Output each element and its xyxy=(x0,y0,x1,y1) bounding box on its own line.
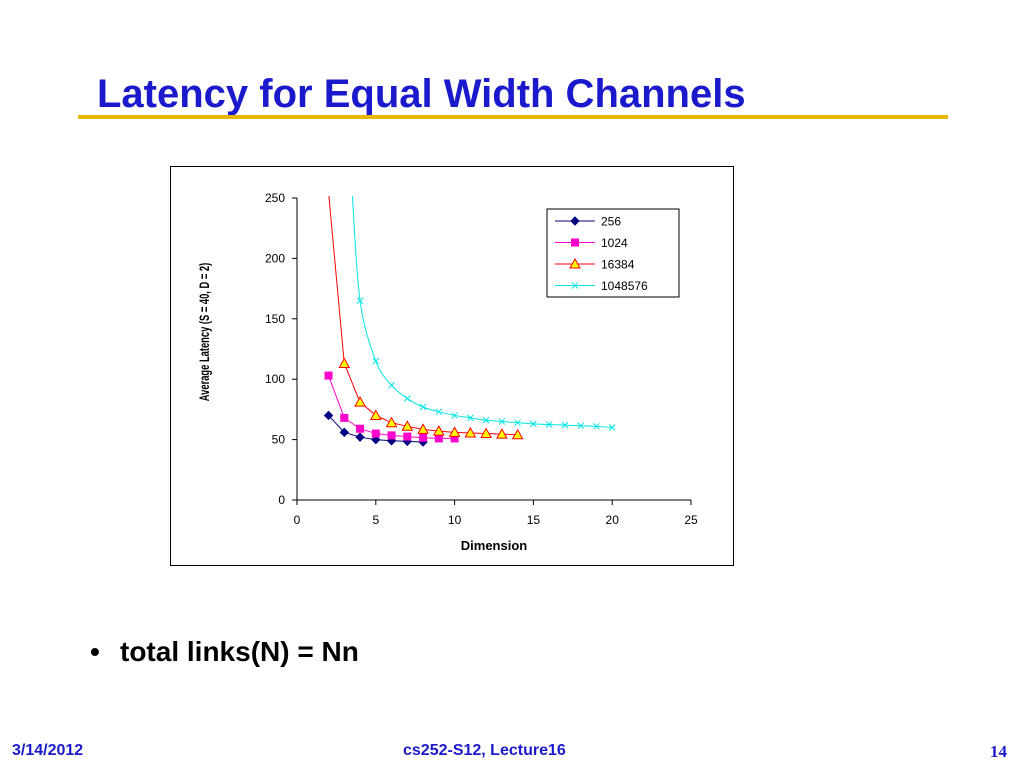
data-point-256 xyxy=(323,410,334,421)
x-tick-label: 15 xyxy=(527,513,541,527)
data-point-1024 xyxy=(371,429,380,438)
series-line-16384 xyxy=(328,196,518,436)
y-tick-label: 150 xyxy=(265,312,285,326)
x-axis-label: Dimension xyxy=(461,538,528,553)
data-point-1048576 xyxy=(403,395,411,402)
x-marker-stroke xyxy=(482,416,490,424)
data-point-1048576 xyxy=(530,420,537,428)
x-marker-stroke xyxy=(403,395,411,402)
y-tick-label: 100 xyxy=(265,372,285,386)
x-marker-stroke xyxy=(435,408,443,416)
x-marker-stroke xyxy=(467,414,474,422)
x-tick-label: 0 xyxy=(294,513,301,527)
data-point-1048576 xyxy=(514,419,521,427)
footer-course: cs252-S12, Lecture16 xyxy=(403,742,566,759)
data-point-16384 xyxy=(417,423,429,434)
data-point-16384 xyxy=(338,357,351,368)
series-1048576 xyxy=(351,196,616,431)
data-point-1024 xyxy=(356,424,365,433)
data-point-1048576 xyxy=(451,412,458,419)
title-underline xyxy=(78,115,948,119)
data-point-1048576 xyxy=(561,421,569,429)
data-point-1048576 xyxy=(388,381,395,389)
legend-label: 256 xyxy=(601,215,621,229)
data-point-16384 xyxy=(464,426,477,438)
data-point-1048576 xyxy=(435,408,443,416)
legend-marker xyxy=(570,216,580,226)
y-axis-label: Average Latency (S = 40, D = 2) xyxy=(197,263,212,402)
x-marker-stroke xyxy=(608,424,616,431)
data-point-256 xyxy=(339,427,349,438)
x-marker-stroke xyxy=(451,412,458,419)
data-point-1024 xyxy=(324,371,333,380)
footer-date: 3/14/2012 xyxy=(12,742,84,759)
data-point-16384 xyxy=(432,425,445,436)
data-point-1048576 xyxy=(545,421,553,428)
x-marker-stroke xyxy=(498,418,506,425)
chart-frame: 0 50 100 150 200 250 0 5 10 15 20 25 Dimension Averag… xyxy=(170,166,734,566)
latency-chart: 0 50 100 150 200 250 0 5 10 15 20 25 Dimension Averag… xyxy=(197,191,698,553)
bullet-symbol: • xyxy=(90,636,100,667)
legend-marker xyxy=(571,238,579,247)
legend-label: 1048576 xyxy=(601,279,648,293)
x-marker-stroke xyxy=(593,422,600,430)
x-marker-stroke xyxy=(419,403,427,411)
data-point-16384 xyxy=(448,426,461,437)
y-tick-label: 0 xyxy=(278,493,285,507)
data-point-256 xyxy=(371,434,381,445)
data-point-16384 xyxy=(511,428,524,440)
data-point-1024 xyxy=(403,432,412,441)
bullet-text: total links(N) = Nn xyxy=(120,636,359,667)
data-point-1048576 xyxy=(577,422,585,430)
legend: 256 1024 16384 1048576 xyxy=(546,208,680,298)
x-marker-stroke xyxy=(372,357,380,365)
legend-marker xyxy=(571,282,579,289)
x-marker-stroke xyxy=(545,421,553,428)
data-point-1048576 xyxy=(593,422,600,430)
x-marker-stroke xyxy=(514,419,521,427)
legend-box xyxy=(546,208,680,298)
y-tick-label: 50 xyxy=(272,433,286,447)
x-marker-stroke xyxy=(356,297,364,305)
x-tick-label: 10 xyxy=(448,513,462,527)
x-marker-stroke xyxy=(388,381,395,389)
series-1024 xyxy=(324,371,459,443)
data-point-1024 xyxy=(434,434,443,443)
x-tick-label: 5 xyxy=(372,513,379,527)
x-tick-label: 25 xyxy=(684,513,698,527)
y-tick-label: 250 xyxy=(265,191,285,205)
data-point-1048576 xyxy=(356,297,364,305)
x-marker-stroke xyxy=(571,282,579,289)
legend-label: 16384 xyxy=(601,258,635,272)
data-point-256 xyxy=(355,432,365,442)
data-point-1048576 xyxy=(608,424,616,431)
slide-title: Latency for Equal Width Channels xyxy=(97,72,746,116)
data-point-16384 xyxy=(354,396,366,407)
series-16384 xyxy=(328,196,524,440)
footer-page-number: 14 xyxy=(990,742,1007,761)
x-marker-stroke xyxy=(577,422,585,430)
data-point-1048576 xyxy=(419,403,427,411)
x-marker-stroke xyxy=(530,420,537,428)
data-point-16384 xyxy=(401,420,414,431)
bullet-item: • total links(N) = Nn xyxy=(90,636,359,668)
data-point-1048576 xyxy=(482,416,490,424)
data-point-16384 xyxy=(496,428,508,439)
data-point-16384 xyxy=(369,409,382,420)
data-point-1024 xyxy=(387,431,396,440)
legend-marker xyxy=(569,257,581,269)
legend-label: 1024 xyxy=(601,236,628,250)
data-point-1024 xyxy=(340,413,349,422)
data-point-1048576 xyxy=(467,414,474,422)
x-marker-stroke xyxy=(561,421,569,429)
data-point-1024 xyxy=(419,433,428,442)
data-point-1048576 xyxy=(498,418,506,425)
data-point-16384 xyxy=(480,427,492,439)
data-point-1048576 xyxy=(372,357,380,365)
data-point-16384 xyxy=(385,416,398,428)
y-tick-label: 200 xyxy=(265,251,285,265)
x-tick-label: 20 xyxy=(606,513,620,527)
